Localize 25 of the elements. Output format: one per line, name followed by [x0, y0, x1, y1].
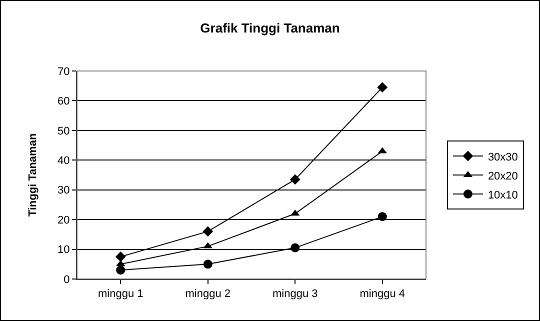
point [378, 212, 387, 222]
legend-label: 10x10 [488, 189, 518, 202]
y-tick-label: 0 [64, 274, 70, 286]
y-axis-title: Tinggi Tanaman [27, 133, 40, 217]
x-tick-label: minggu 1 [98, 288, 144, 300]
x-tick-label: minggu 3 [272, 288, 318, 300]
point [116, 266, 126, 275]
y-tick-label: 30 [58, 184, 70, 197]
legend-label: 20x20 [488, 170, 518, 182]
y-tick-label: 60 [58, 96, 70, 108]
x-tick-label: minggu 2 [185, 288, 231, 300]
x-tick-label: minggu 4 [360, 288, 406, 300]
y-tick-label: 20 [58, 214, 70, 226]
chart-title: Grafik Tinggi Tanaman [200, 20, 340, 36]
point [203, 260, 212, 269]
point [202, 226, 214, 237]
legend-label: 30x30 [488, 151, 518, 164]
y-tick-label: 10 [58, 244, 70, 256]
y-tick-label: 70 [58, 66, 70, 78]
point [115, 252, 126, 262]
point [290, 174, 300, 185]
y-tick-label: 40 [58, 154, 70, 167]
point [377, 82, 388, 93]
y-tick-label: 50 [58, 125, 70, 138]
point [290, 243, 300, 252]
